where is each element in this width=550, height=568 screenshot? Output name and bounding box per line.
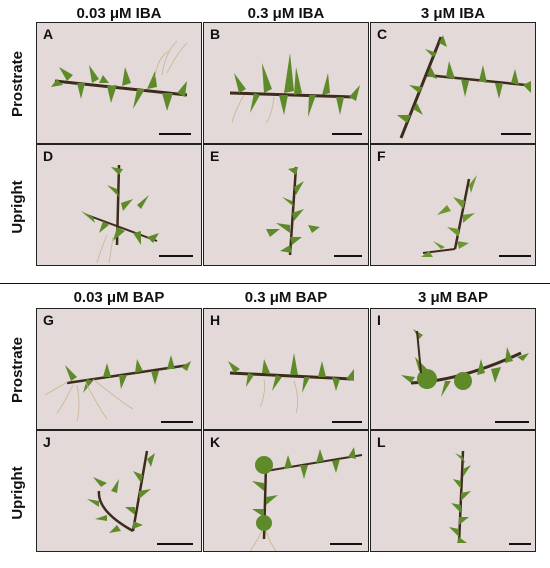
row-header-upright-top: Upright [9, 180, 26, 234]
moss-specimen-image [229, 53, 360, 124]
moss-specimen-image [249, 447, 363, 551]
scale-bar [334, 255, 362, 257]
scale-bar [495, 421, 529, 423]
scale-bar [501, 133, 531, 135]
scale-bar [159, 133, 191, 135]
moss-specimen-image [421, 175, 477, 257]
row-header-prostrate-top: Prostrate [9, 51, 26, 117]
panel-h: H [203, 308, 369, 430]
panel-letter: J [43, 434, 51, 450]
panel-b: B [203, 22, 369, 144]
panel-letter: K [210, 434, 221, 450]
moss-specimen-image [81, 164, 159, 264]
scale-bar [509, 543, 531, 545]
section-divider [0, 283, 550, 284]
col-header-3-bap: 3 μM BAP [417, 289, 489, 306]
moss-specimen-image [51, 40, 188, 111]
panel-d: D [36, 144, 202, 266]
col-header-3-iba: 3 μM IBA [420, 5, 486, 22]
panel-k: K [203, 430, 369, 552]
moss-specimen-image [449, 450, 471, 544]
panel-letter: C [377, 26, 388, 42]
panel-letter: H [210, 312, 221, 328]
scale-bar [159, 255, 193, 257]
col-header-0-3-bap: 0.3 μM BAP [244, 289, 328, 306]
scale-bar [499, 255, 531, 257]
col-header-0-03-iba: 0.03 μM IBA [76, 5, 162, 22]
panel-letter: F [377, 148, 386, 164]
panel-letter: D [43, 148, 54, 164]
col-header-0-3-iba: 0.3 μM IBA [247, 5, 325, 22]
panel-a: A [36, 22, 202, 144]
moss-specimen-image [228, 353, 354, 414]
scale-bar [332, 421, 362, 423]
scale-bar [332, 133, 362, 135]
panel-l: L [370, 430, 536, 552]
scale-bar [161, 421, 193, 423]
col-header-0-03-bap: 0.03 μM BAP [73, 289, 165, 306]
panel-c: C [370, 22, 536, 144]
panel-letter: L [377, 434, 386, 450]
row-header-upright-bottom: Upright [9, 466, 26, 520]
panel-letter: A [43, 26, 54, 42]
moss-specimen-image [397, 35, 531, 139]
panel-e: E [203, 144, 369, 266]
moss-specimen-image [401, 329, 529, 397]
panel-letter: B [210, 26, 221, 42]
panel-g: G [36, 308, 202, 430]
moss-specimen-image [44, 355, 191, 422]
scale-bar [330, 543, 362, 545]
row-header-prostrate-bottom: Prostrate [9, 337, 26, 403]
panel-f: F [370, 144, 536, 266]
panel-i: I [370, 308, 536, 430]
panel-j: J [36, 430, 202, 552]
panel-letter: E [210, 148, 220, 164]
moss-specimen-image [266, 166, 320, 256]
scale-bar [157, 543, 193, 545]
moss-specimen-image [87, 450, 155, 533]
panel-letter: I [377, 312, 381, 328]
panel-letter: G [43, 312, 54, 328]
